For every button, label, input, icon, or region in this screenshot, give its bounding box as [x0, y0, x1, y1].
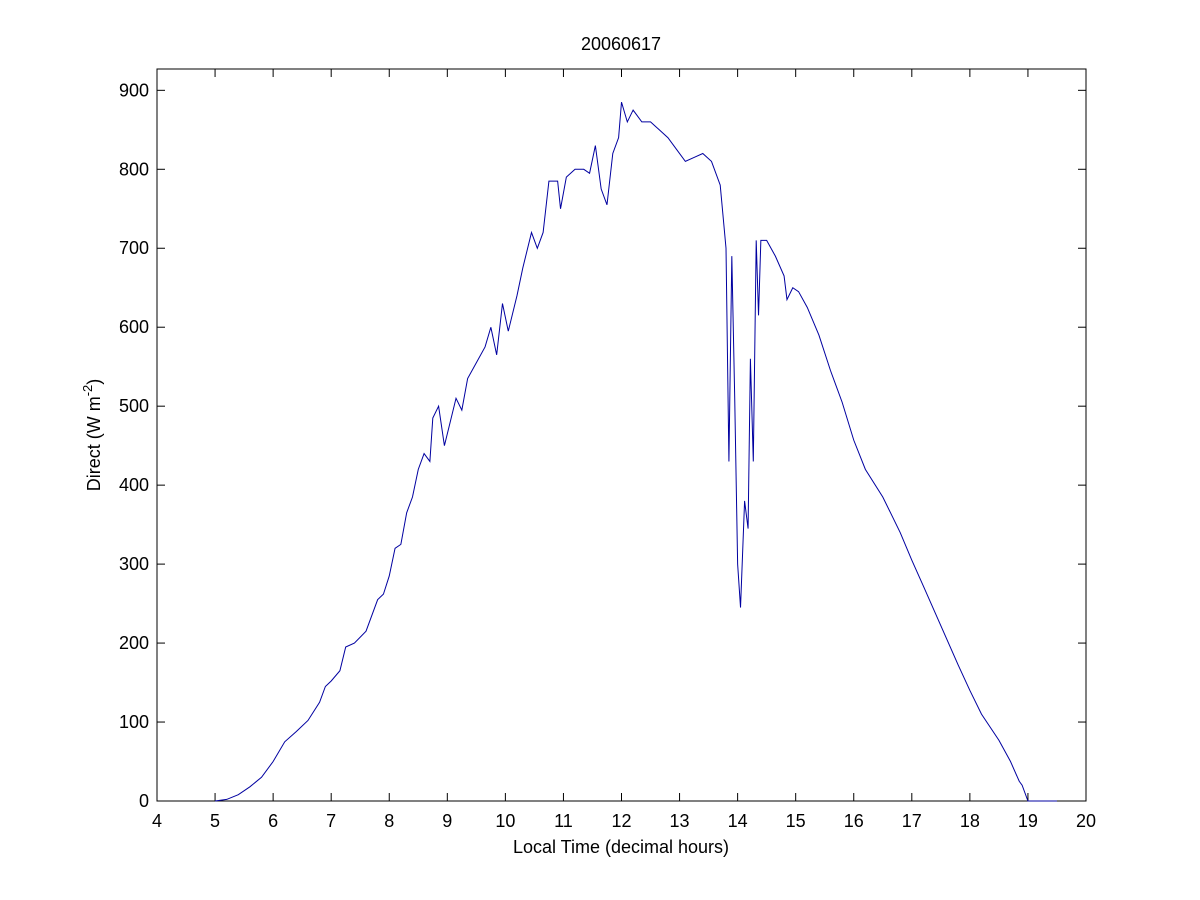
x-tick-label: 16: [844, 811, 864, 831]
y-tick-label: 200: [119, 633, 149, 653]
chart-title: 20060617: [581, 34, 661, 54]
x-tick-label: 6: [268, 811, 278, 831]
x-tick-label: 18: [960, 811, 980, 831]
y-tick-label: 400: [119, 475, 149, 495]
x-tick-label: 19: [1018, 811, 1038, 831]
data-line: [214, 102, 1057, 802]
y-tick-label: 500: [119, 396, 149, 416]
y-tick-label: 700: [119, 238, 149, 258]
x-tick-label: 12: [611, 811, 631, 831]
x-tick-label: 17: [902, 811, 922, 831]
y-label-main: Direct (W m: [84, 396, 104, 491]
y-tick-label: 800: [119, 159, 149, 179]
x-tick-label: 20: [1076, 811, 1096, 831]
y-label-sup: -2: [80, 385, 95, 397]
x-tick-label: 8: [384, 811, 394, 831]
x-tick-label: 9: [442, 811, 452, 831]
y-tick-label: 600: [119, 317, 149, 337]
x-tick-label: 15: [786, 811, 806, 831]
y-tick-label: 300: [119, 554, 149, 574]
y-axis-label: Direct (W m-2): [80, 379, 104, 492]
y-tick-label: 900: [119, 80, 149, 100]
x-tick-label: 13: [670, 811, 690, 831]
x-axis-label: Local Time (decimal hours): [513, 837, 729, 857]
x-tick-label: 14: [728, 811, 748, 831]
x-tick-label: 10: [495, 811, 515, 831]
y-tick-label: 100: [119, 712, 149, 732]
x-tick-label: 11: [554, 811, 573, 831]
x-tick-label: 4: [152, 811, 162, 831]
x-tick-label: 7: [326, 811, 336, 831]
y-tick-label: 0: [139, 791, 149, 811]
y-label-tail: ): [84, 379, 104, 385]
x-tick-label: 5: [210, 811, 220, 831]
